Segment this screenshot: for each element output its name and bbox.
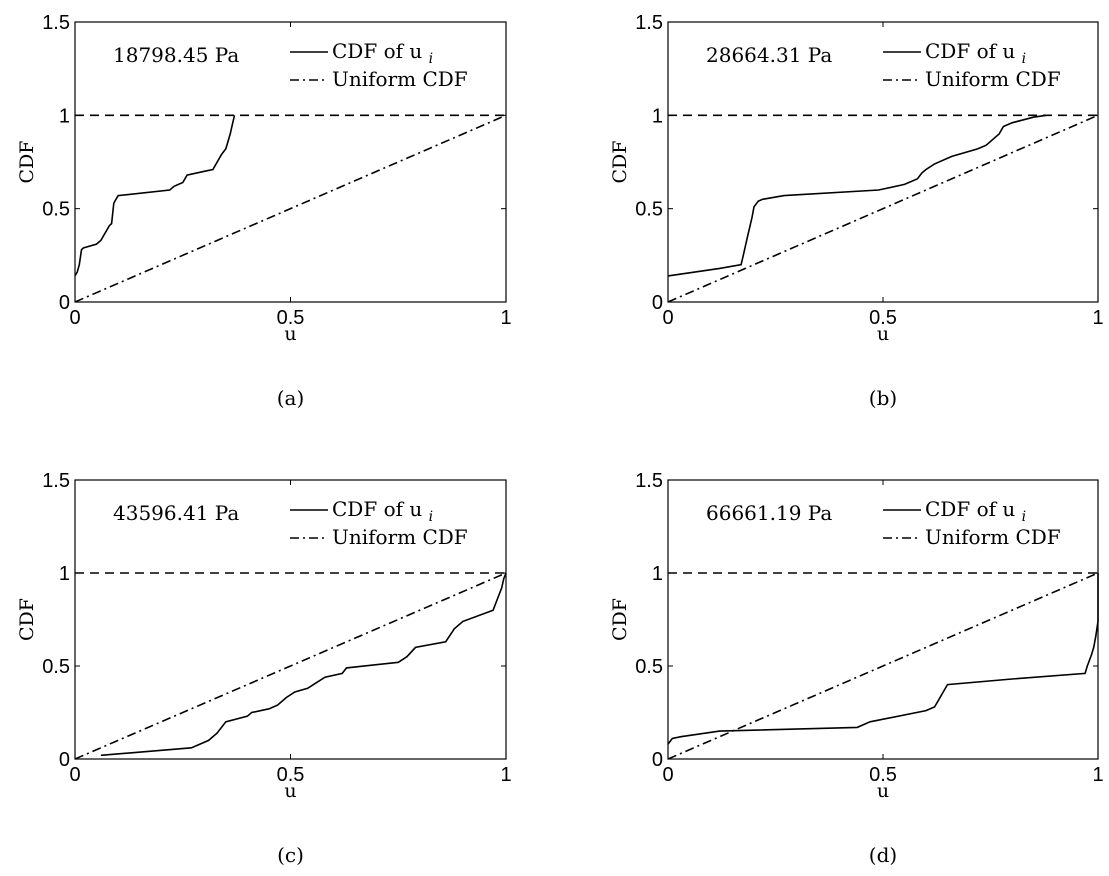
series-line-solid (667, 573, 1099, 745)
x-tick-label: 0 (69, 307, 80, 329)
y-axis-label: CDF (16, 598, 38, 641)
y-tick-label: 0 (652, 292, 663, 314)
panel-caption: (a) (277, 386, 305, 410)
y-tick-label: 0.5 (635, 199, 663, 221)
y-tick-label: 0.5 (635, 656, 663, 678)
y-tick-label: 0.5 (42, 199, 70, 221)
x-tick-label: 0 (662, 307, 673, 329)
legend-cdf-label: CDF of u i (332, 497, 433, 525)
y-tick-label: 1 (652, 563, 663, 585)
y-tick-label: 1 (652, 105, 663, 127)
series-line-dashdot (667, 572, 1099, 760)
x-tick-label: 1 (1092, 307, 1103, 329)
x-tick-label: 0 (69, 764, 80, 786)
y-tick-label: 0 (59, 292, 70, 314)
x-tick-label: 0 (662, 764, 673, 786)
panel-caption: (b) (869, 386, 897, 410)
x-tick-label: 0.5 (277, 764, 305, 786)
legend-uniform-label: Uniform CDF (332, 67, 468, 91)
y-tick-label: 0 (652, 749, 663, 771)
series-line-dashdot (74, 114, 507, 303)
y-axis-label: CDF (16, 141, 38, 184)
x-axis-label: u (284, 780, 296, 802)
x-tick-label: 0.5 (869, 307, 897, 329)
pressure-annotation: 66661.19 Pa (706, 501, 832, 525)
legend-cdf-label: CDF of u i (925, 497, 1026, 525)
series-line-solid (667, 114, 1047, 277)
legend-cdf-label: CDF of u i (925, 39, 1026, 67)
y-axis-label: CDF (609, 598, 631, 641)
x-tick-label: 1 (1092, 764, 1103, 786)
y-tick-label: 1.5 (42, 12, 70, 34)
y-tick-label: 0 (59, 749, 70, 771)
chart-panel-4: 0 0.5 1 0 0.5 1 1.5 u CDF 66661.19 Pa CDF of u iUn… (609, 470, 1104, 867)
chart-panel-2: 0 0.5 1 0 0.5 1 1.5 u CDF 28664.31 Pa CDF of u iUn… (609, 12, 1104, 410)
pressure-annotation: 43596.41 Pa (113, 501, 239, 525)
y-tick-label: 1.5 (635, 470, 663, 492)
y-tick-label: 0.5 (42, 656, 70, 678)
legend-uniform-label: Uniform CDF (332, 525, 468, 549)
y-axis-label: CDF (609, 141, 631, 184)
x-tick-label: 1 (500, 307, 511, 329)
x-tick-label: 1 (500, 764, 511, 786)
x-axis-label: u (877, 780, 889, 802)
y-tick-label: 1.5 (42, 470, 70, 492)
legend-uniform-label: Uniform CDF (925, 525, 1061, 549)
chart-panel-1: 0 0.5 1 0 0.5 1 1.5 u CDF 18798.45 Pa CDF of u iUn… (16, 12, 512, 410)
series-line-dashdot (667, 114, 1099, 303)
x-axis-label: u (284, 323, 296, 345)
pressure-annotation: 28664.31 Pa (706, 43, 832, 67)
series-line-solid (100, 572, 507, 757)
x-tick-label: 0.5 (277, 307, 305, 329)
y-tick-label: 1.5 (635, 12, 663, 34)
panel-caption: (c) (277, 843, 304, 867)
x-tick-label: 0.5 (869, 764, 897, 786)
series-line-solid (74, 115, 236, 277)
x-axis-label: u (877, 323, 889, 345)
legend-uniform-label: Uniform CDF (925, 67, 1061, 91)
series-line-dashdot (74, 572, 507, 760)
chart-panel-3: 0 0.5 1 0 0.5 1 1.5 u CDF 43596.41 Pa CDF of u iUn… (16, 470, 512, 867)
pressure-annotation: 18798.45 Pa (113, 43, 239, 67)
legend-cdf-label: CDF of u i (332, 39, 433, 67)
y-tick-label: 1 (59, 105, 70, 127)
y-tick-label: 1 (59, 563, 70, 585)
panel-caption: (d) (869, 843, 897, 867)
